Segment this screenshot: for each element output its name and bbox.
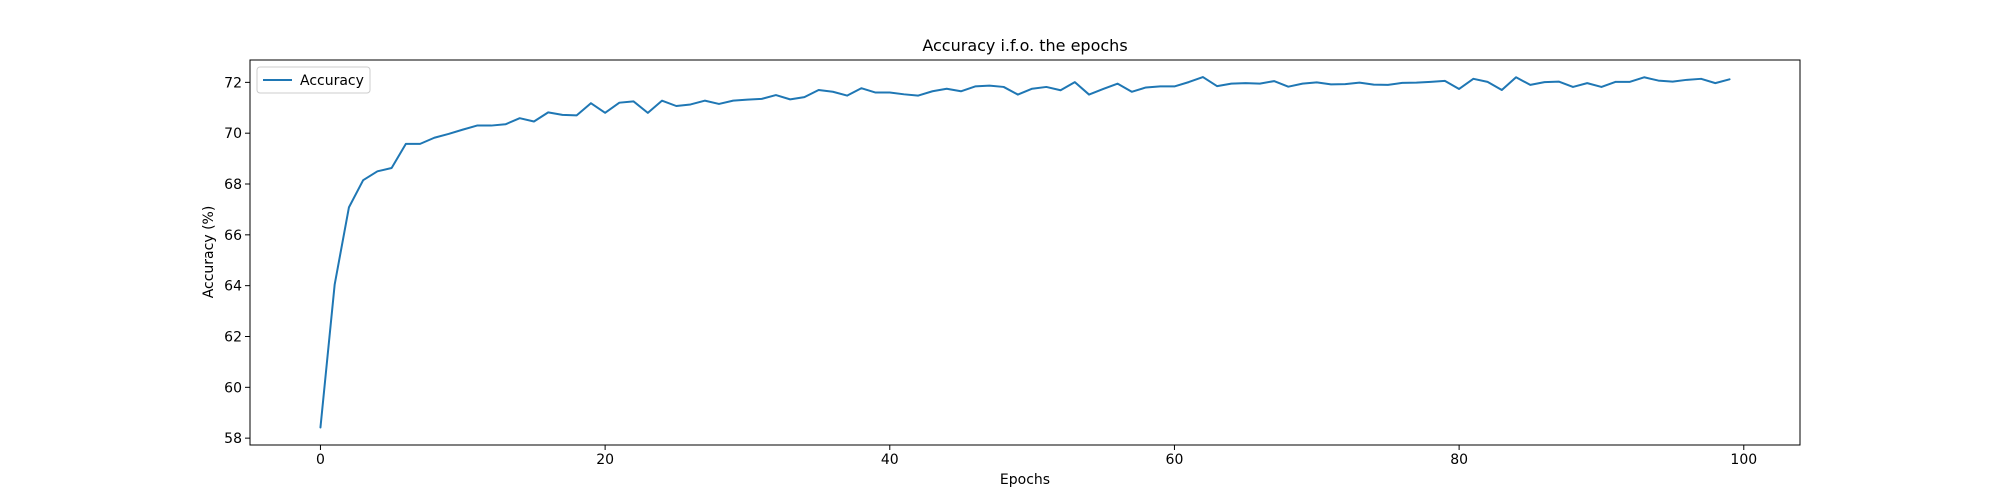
plot-area <box>250 60 1800 445</box>
x-tick-label: 80 <box>1450 452 1468 468</box>
x-tick-label: 100 <box>1730 452 1757 468</box>
x-axis-label: Epochs <box>1000 472 1050 488</box>
y-tick-label: 64 <box>224 279 242 295</box>
x-tick-label: 0 <box>316 452 325 468</box>
y-axis-ticks: 58 60 62 64 66 68 70 72 <box>224 75 250 447</box>
y-tick-label: 68 <box>224 177 242 193</box>
y-axis-label: Accuracy (%) <box>201 206 217 299</box>
y-tick-label: 70 <box>224 126 242 142</box>
series-line-accuracy <box>319 76 1731 429</box>
x-tick-label: 20 <box>596 452 614 468</box>
x-tick-label: 60 <box>1166 452 1184 468</box>
x-axis-ticks: 0 20 40 60 80 100 <box>316 445 1757 468</box>
y-tick-label: 62 <box>224 329 242 345</box>
legend: Accuracy <box>256 66 371 94</box>
series-layer <box>319 76 1731 429</box>
chart-title: Accuracy i.f.o. the epochs <box>922 36 1127 55</box>
y-tick-label: 60 <box>224 380 242 396</box>
y-tick-label: 72 <box>224 75 242 91</box>
plot-frame <box>249 59 1801 446</box>
y-tick-label: 66 <box>224 228 242 244</box>
y-tick-label: 58 <box>224 431 242 447</box>
legend-box <box>256 66 371 94</box>
x-tick-label: 40 <box>881 452 899 468</box>
legend-label: Accuracy <box>300 73 364 89</box>
